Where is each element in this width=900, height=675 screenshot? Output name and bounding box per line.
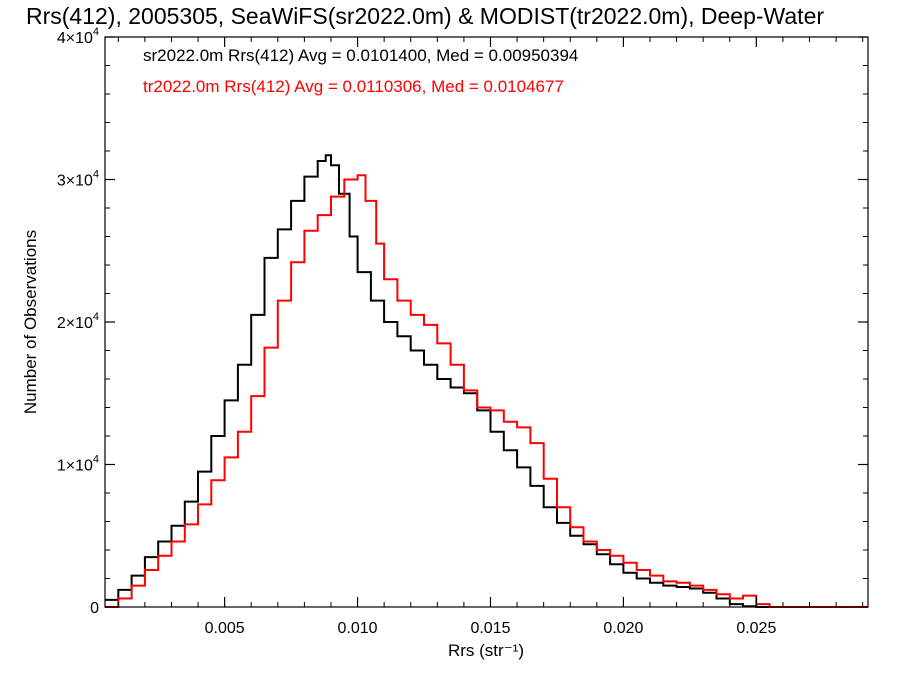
series-line-2: [105, 174, 868, 608]
y-tick-label: 0: [90, 600, 99, 617]
x-tick-label: 0.025: [736, 620, 776, 637]
series-layer: [105, 154, 868, 608]
series-line-1: [105, 154, 783, 608]
y-tick-label: 3×104: [57, 169, 99, 190]
x-axis-ticks: 0.005 0.010 0.015 0.020 0.025: [117, 37, 864, 637]
y-tick-label: 1×104: [57, 454, 99, 475]
annotation-sr-stats: sr2022.0m Rrs(412) Avg = 0.0101400, Med …: [143, 46, 578, 65]
x-tick-label: 0.010: [338, 620, 378, 637]
y-axis-label: Number of Observations: [21, 230, 40, 414]
plot-frame: [104, 36, 869, 608]
x-tick-label: 0.020: [603, 620, 643, 637]
annotation-tr-stats: tr2022.0m Rrs(412) Avg = 0.0110306, Med …: [143, 77, 564, 96]
y-axis-ticks: 0 1×104 2×104 3×104 4×104: [57, 26, 868, 617]
y-tick-label: 2×104: [57, 311, 99, 332]
y-tick-label: 4×104: [57, 26, 99, 47]
x-axis-label: Rrs (str⁻¹): [448, 641, 524, 660]
x-tick-label: 0.005: [205, 620, 245, 637]
x-tick-label: 0.015: [470, 620, 510, 637]
chart-title: Rrs(412), 2005305, SeaWiFS(sr2022.0m) & …: [26, 3, 824, 29]
